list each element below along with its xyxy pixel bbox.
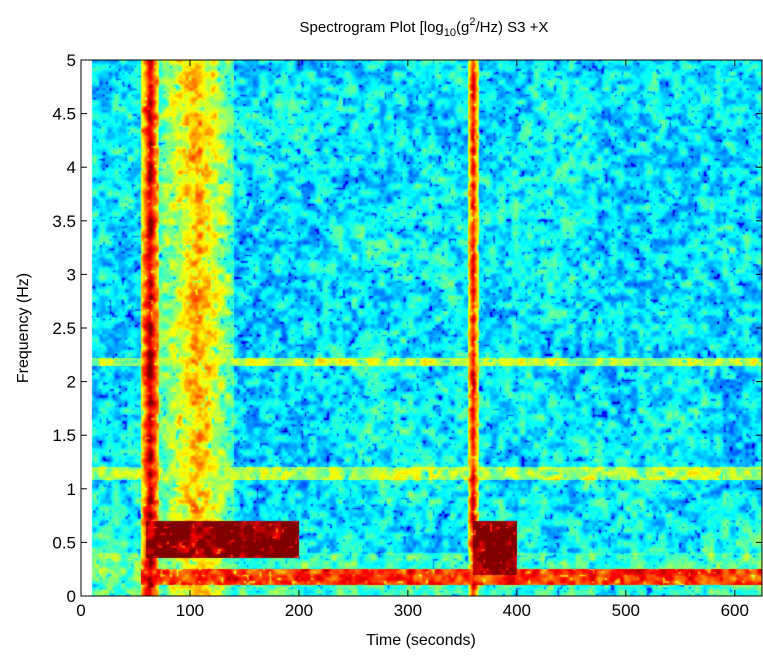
y-tick-label: 3	[67, 265, 76, 284]
spectrogram-heatmap	[81, 60, 762, 596]
x-tick-label: 400	[503, 601, 531, 620]
y-tick-label: 2.5	[52, 319, 76, 338]
y-tick-label: 4.5	[52, 105, 76, 124]
x-axis-label: Time (seconds)	[366, 632, 476, 649]
x-tick-label: 100	[176, 601, 204, 620]
y-tick-label: 4	[67, 158, 76, 177]
x-tick-label: 0	[76, 601, 85, 620]
x-tick-label: 600	[721, 601, 749, 620]
y-tick-label: 1	[67, 480, 76, 499]
chart-title: Spectrogram Plot [log10(g2/Hz) S3 +X	[300, 16, 549, 39]
x-axis: 0 100 200 300 400 500 600	[76, 60, 749, 620]
x-tick-label: 500	[612, 601, 640, 620]
y-tick-label: 5	[67, 51, 76, 70]
y-axis-label: Frequency (Hz)	[15, 273, 32, 383]
y-tick-label: 1.5	[52, 426, 76, 445]
y-tick-label: 2	[67, 373, 76, 392]
y-tick-label: 0.5	[52, 533, 76, 552]
y-tick-label: 0	[67, 587, 76, 606]
y-axis: 0 0.5 1 1.5 2 2.5 3 3.5 4 4.5 5	[52, 51, 762, 606]
y-tick-label: 3.5	[52, 212, 76, 231]
x-tick-label: 200	[285, 601, 313, 620]
x-tick-label: 300	[394, 601, 422, 620]
